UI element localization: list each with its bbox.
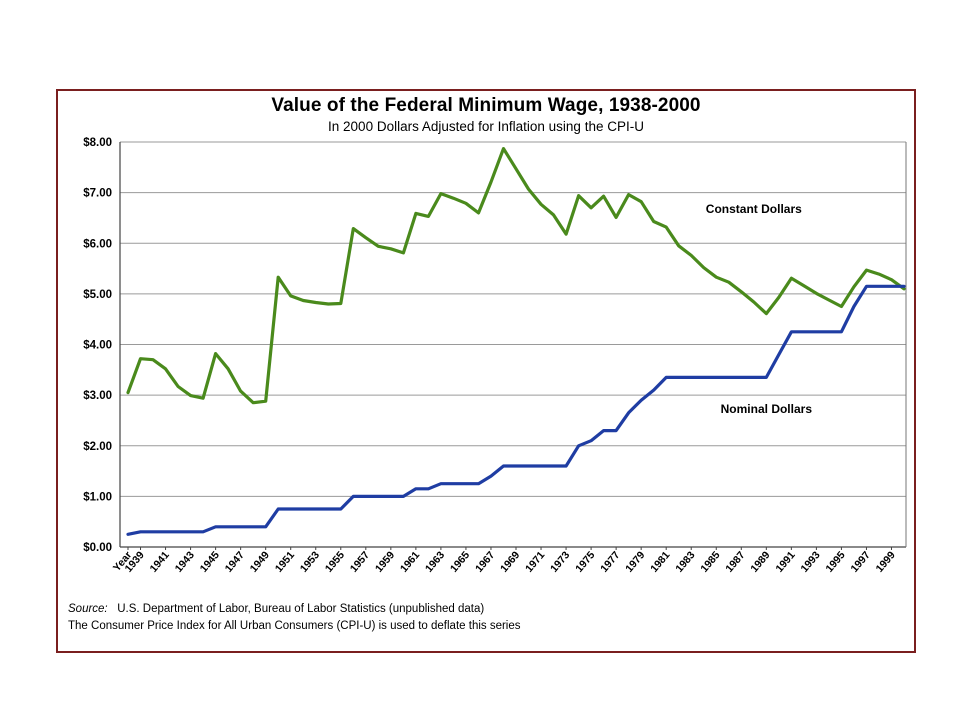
x-tick-label: 1975	[573, 549, 597, 575]
x-tick-label: 1971	[523, 549, 547, 575]
x-tick-label: 1993	[798, 549, 822, 575]
x-tick-label: 1947	[223, 549, 247, 575]
x-tick-label: 1987	[723, 549, 747, 575]
y-tick-label: $6.00	[83, 238, 112, 250]
chart-notes: Source: U.S. Department of Labor, Bureau…	[68, 601, 521, 635]
chart-title: Value of the Federal Minimum Wage, 1938-…	[271, 95, 701, 116]
x-tick-label: 1949	[248, 549, 272, 575]
x-tick-label: 1969	[498, 549, 522, 575]
y-tick-label: $5.00	[83, 289, 112, 301]
x-tick-label: 1989	[748, 549, 772, 575]
y-tick-label: $1.00	[83, 491, 112, 503]
y-tick-label: $4.00	[83, 340, 112, 352]
source-label: Source:	[68, 603, 108, 615]
x-tick-label: 1943	[173, 549, 197, 575]
x-tick-label: 1985	[698, 549, 722, 575]
x-tick-label: 1957	[348, 549, 372, 575]
series-line	[126, 146, 906, 405]
y-tick-label: $2.00	[83, 441, 112, 453]
x-tick-label: 1979	[623, 549, 647, 575]
chart-frame: Value of the Federal Minimum Wage, 1938-…	[56, 89, 916, 653]
x-tick-label: 1953	[298, 549, 322, 575]
source-line: Source: U.S. Department of Labor, Bureau…	[68, 601, 521, 618]
x-tick-label: 1999	[874, 549, 898, 575]
x-tick-label: 1983	[673, 549, 697, 575]
x-tick-label: 1995	[824, 549, 848, 575]
series-annotation: Constant Dollars	[706, 202, 802, 216]
x-tick-label: 1951	[273, 549, 297, 575]
x-tick-label: 1961	[398, 549, 422, 575]
x-tick-label: 1981	[648, 549, 672, 575]
x-tick-label: 1965	[448, 549, 472, 575]
x-tick-label: 1945	[198, 549, 222, 575]
series-annotation: Nominal Dollars	[721, 402, 813, 416]
x-tick-label: 1967	[473, 549, 497, 575]
x-tick-label: 1997	[849, 549, 873, 575]
y-tick-label: $3.00	[83, 390, 112, 402]
series-line	[126, 284, 906, 536]
source-text: U.S. Department of Labor, Bureau of Labo…	[117, 603, 485, 615]
x-tick-label: 1963	[423, 549, 447, 575]
y-tick-label: $8.00	[83, 137, 112, 149]
x-tick-label: 1973	[548, 549, 572, 575]
chart-subtitle: In 2000 Dollars Adjusted for Inflation u…	[328, 119, 644, 134]
x-tick-label: 1955	[323, 549, 347, 575]
x-tick-label: 1977	[598, 549, 622, 575]
x-tick-label: 1959	[373, 549, 397, 575]
line-chart: $0.00 $1.00 $2.00 $3.00 $4.00 $5.00 $6.00 $7.00…	[83, 137, 907, 575]
cpi-note: The Consumer Price Index for All Urban C…	[68, 620, 521, 632]
x-tick-label: 1991	[773, 549, 797, 575]
x-tick-label: 1941	[148, 549, 172, 575]
y-tick-label: $0.00	[83, 542, 112, 554]
y-tick-label: $7.00	[83, 188, 112, 200]
